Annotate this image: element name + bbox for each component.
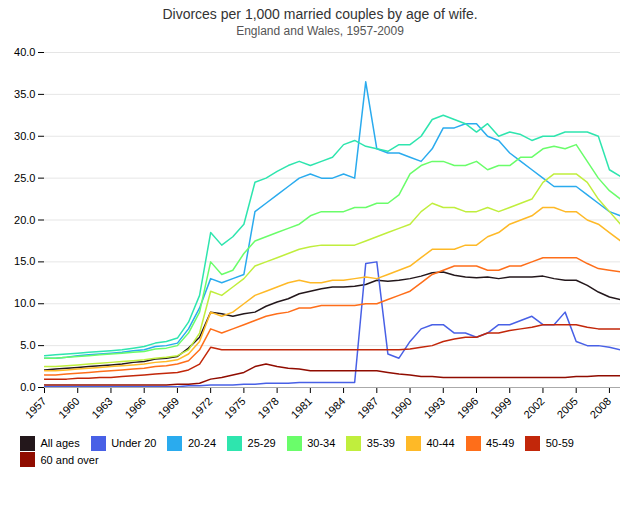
svg-text:1978: 1978 xyxy=(255,395,281,421)
svg-text:15.0: 15.0 xyxy=(14,255,35,267)
svg-text:1963: 1963 xyxy=(89,395,115,421)
svg-text:1984: 1984 xyxy=(322,395,348,421)
svg-text:40.0: 40.0 xyxy=(14,46,35,58)
html-text:45-49: 45-49 xyxy=(486,437,515,450)
html-text:35-39: 35-39 xyxy=(366,437,395,450)
svg-text:1975: 1975 xyxy=(222,395,248,421)
svg-text:1993: 1993 xyxy=(421,395,447,421)
svg-text:1987: 1987 xyxy=(355,395,381,421)
svg-text:20.0: 20.0 xyxy=(14,214,35,226)
svg-text:35.0: 35.0 xyxy=(14,88,35,100)
svg-text:0.0: 0.0 xyxy=(20,381,35,393)
html-text:20-24: 20-24 xyxy=(187,437,216,450)
html-text:60 and over: 60 and over xyxy=(40,453,99,466)
html-text:All ages: All ages xyxy=(40,437,80,450)
svg-text:1960: 1960 xyxy=(56,395,82,421)
svg-text:1969: 1969 xyxy=(156,395,182,421)
svg-text:1990: 1990 xyxy=(388,395,414,421)
svg-text:2002: 2002 xyxy=(521,395,547,421)
html-text:30-34: 30-34 xyxy=(307,437,336,450)
html-text:Divorces per 1,000 married cou: Divorces per 1,000 married couples by ag… xyxy=(162,6,478,22)
svg-text:1966: 1966 xyxy=(122,395,148,421)
svg-text:1972: 1972 xyxy=(189,395,215,421)
svg-text:5.0: 5.0 xyxy=(20,339,35,351)
svg-text:1999: 1999 xyxy=(488,395,514,421)
svg-text:1957: 1957 xyxy=(23,395,49,421)
html-text:40-44: 40-44 xyxy=(426,437,455,450)
html-text:50-59: 50-59 xyxy=(545,437,574,450)
svg-text:25.0: 25.0 xyxy=(14,172,35,184)
svg-text:2008: 2008 xyxy=(588,395,614,421)
svg-text:10.0: 10.0 xyxy=(14,297,35,309)
html-text:England and Wales, 1957-2009: England and Wales, 1957-2009 xyxy=(236,24,404,38)
svg-text:2005: 2005 xyxy=(554,395,580,421)
html-text:Under 20: Under 20 xyxy=(111,437,157,450)
svg-text:1981: 1981 xyxy=(288,395,314,421)
svg-text:30.0: 30.0 xyxy=(14,130,35,142)
html-text:25-29: 25-29 xyxy=(247,437,276,450)
svg-text:1996: 1996 xyxy=(455,395,481,421)
